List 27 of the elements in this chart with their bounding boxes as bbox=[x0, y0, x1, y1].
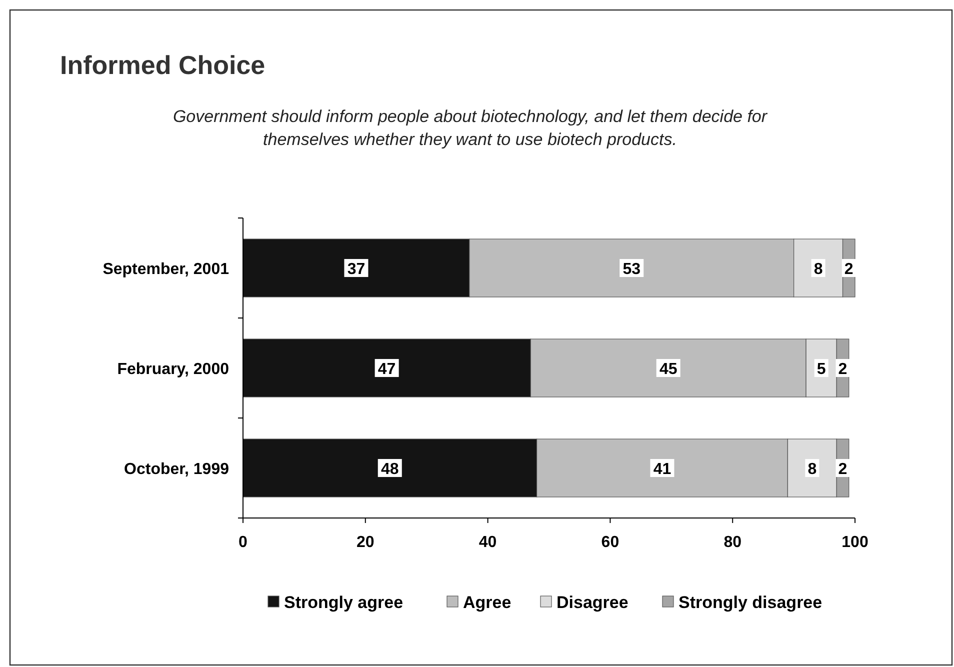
x-tick-label: 100 bbox=[842, 534, 868, 551]
data-label: 37 bbox=[347, 261, 366, 278]
y-tick-label: October, 1999 bbox=[124, 461, 230, 478]
data-label: 2 bbox=[844, 261, 854, 278]
data-label: 2 bbox=[838, 461, 848, 478]
x-tick-label: 80 bbox=[724, 534, 742, 551]
data-label: 53 bbox=[622, 261, 641, 278]
data-label: 8 bbox=[814, 261, 823, 278]
data-label: 45 bbox=[659, 361, 678, 378]
data-label: 48 bbox=[380, 461, 399, 478]
y-tick-label: February, 2000 bbox=[117, 361, 230, 378]
data-label: 41 bbox=[653, 461, 672, 478]
x-tick-label: 40 bbox=[478, 534, 497, 551]
x-tick-label: 0 bbox=[238, 534, 248, 551]
data-label: 2 bbox=[838, 361, 848, 378]
data-label: 5 bbox=[816, 361, 826, 378]
legend-label: Disagree bbox=[556, 593, 628, 612]
x-tick-label: 60 bbox=[601, 534, 620, 551]
chart-title: Informed Choice bbox=[60, 50, 266, 80]
legend-label: Agree bbox=[463, 593, 512, 612]
y-tick-label: September, 2001 bbox=[102, 261, 230, 278]
data-label: 47 bbox=[378, 361, 396, 378]
legend-label: Strongly agree bbox=[284, 593, 404, 612]
x-tick-label: 20 bbox=[356, 534, 374, 551]
legend-label: Strongly disagree bbox=[678, 593, 822, 612]
chart-subtitle: Government should inform people about biotechnology, and let them decide for themselves whether they want to use biotech products. bbox=[172, 107, 768, 149]
data-label: 8 bbox=[808, 461, 817, 478]
